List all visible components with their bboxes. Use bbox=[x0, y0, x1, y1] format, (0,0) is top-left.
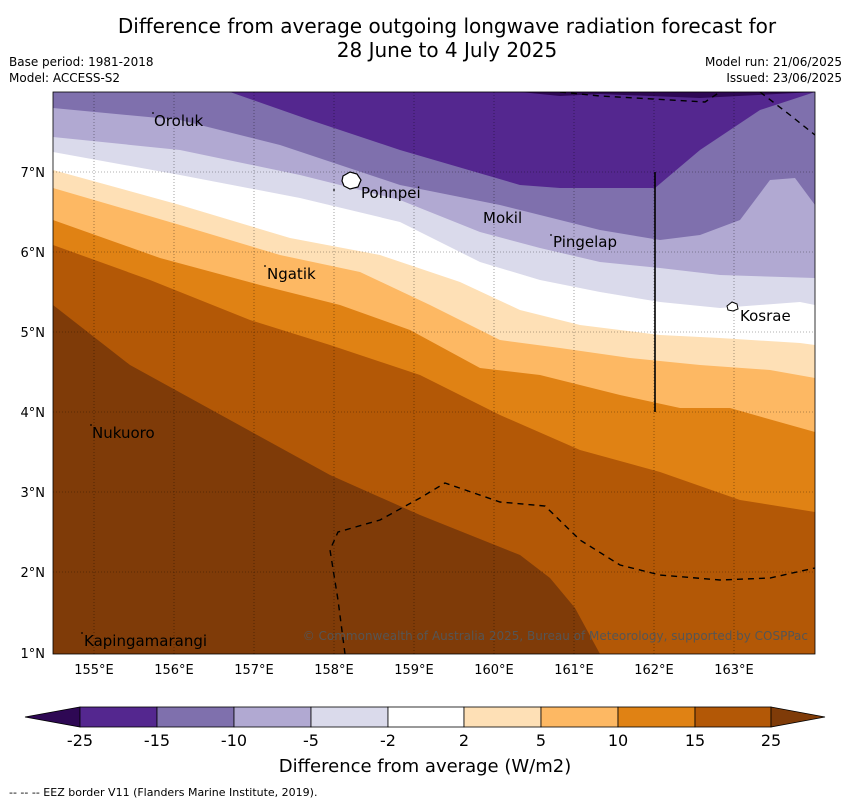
label-oroluk: Oroluk bbox=[154, 112, 203, 130]
colorbar-swatch-15-25 bbox=[694, 706, 772, 728]
colorbar-labels: -25 -15 -10 -5 -2 2 5 10 15 25 bbox=[67, 731, 781, 750]
colorbar-swatch-minus5-minus2 bbox=[310, 706, 389, 728]
x-tick-162: 162°E bbox=[634, 663, 674, 678]
label-kapingamarangi: Kapingamarangi bbox=[84, 632, 207, 650]
label-mokil: Mokil bbox=[483, 209, 522, 227]
y-tick-6n: 6°N bbox=[21, 246, 46, 261]
x-tick-156: 156°E bbox=[154, 663, 194, 678]
model-name: Model: ACCESS-S2 bbox=[9, 71, 121, 85]
y-tick-1n: 1°N bbox=[21, 647, 46, 662]
label-ngatik: Ngatik bbox=[267, 265, 316, 283]
y-tick-4n: 4°N bbox=[21, 406, 46, 421]
pohnpei-island bbox=[341, 171, 362, 190]
y-tick-2n: 2°N bbox=[21, 566, 46, 581]
map-frame bbox=[52, 91, 816, 655]
oroluk-marker bbox=[152, 112, 154, 114]
pohnpei-marker bbox=[333, 189, 335, 191]
title-line-2: 28 June to 4 July 2025 bbox=[336, 38, 558, 62]
colorbar-swatch-lt-minus25 bbox=[24, 706, 81, 728]
kosrae-island bbox=[726, 301, 739, 312]
cbar-label-25: 25 bbox=[761, 731, 781, 750]
colorbar-swatch-gt-25 bbox=[770, 706, 826, 728]
eez-footnote: -- -- -- EEZ border V11 (Flanders Marine… bbox=[9, 786, 318, 799]
copyright-notice: © Commonwealth of Australia 2025, Bureau… bbox=[303, 629, 808, 643]
y-tick-7n: 7°N bbox=[21, 166, 46, 181]
nukuoro-marker bbox=[90, 424, 92, 426]
x-tick-160: 160°E bbox=[474, 663, 514, 678]
cbar-label-2: 2 bbox=[459, 731, 469, 750]
x-tick-163: 163°E bbox=[714, 663, 754, 678]
eez-borders bbox=[329, 92, 815, 654]
colorbar-swatch-minus25-minus15 bbox=[79, 706, 158, 728]
ngatik-marker bbox=[264, 265, 266, 267]
cbar-label-5: 5 bbox=[536, 731, 546, 750]
label-pohnpei: Pohnpei bbox=[361, 184, 421, 202]
cbar-label-10: 10 bbox=[608, 731, 628, 750]
base-period: Base period: 1981-2018 bbox=[9, 55, 154, 69]
x-tick-159: 159°E bbox=[394, 663, 434, 678]
colorbar-title: Difference from average (W/m2) bbox=[279, 756, 571, 777]
issued-date: Issued: 23/06/2025 bbox=[726, 71, 842, 85]
kapingamarangi-marker bbox=[81, 632, 83, 634]
colorbar-swatch-minus10-minus5 bbox=[233, 706, 312, 728]
contour-bands: Oroluk Pohnpei Mokil Pingelap Ngatik Kos… bbox=[53, 92, 815, 654]
cbar-label-minus5: -5 bbox=[303, 731, 319, 750]
colorbar-swatch-minus2-2 bbox=[387, 706, 465, 728]
x-tick-155: 155°E bbox=[74, 663, 114, 678]
cbar-label-15: 15 bbox=[685, 731, 705, 750]
x-tick-157: 157°E bbox=[234, 663, 274, 678]
cbar-label-minus15: -15 bbox=[144, 731, 170, 750]
model-run: Model run: 21/06/2025 bbox=[704, 55, 842, 69]
cbar-label-minus2: -2 bbox=[380, 731, 396, 750]
colorbar-swatch-10-15 bbox=[617, 706, 696, 728]
x-tick-158: 158°E bbox=[314, 663, 354, 678]
colorbar-swatch-5-10 bbox=[540, 706, 619, 728]
colorbar-swatch-2-5 bbox=[463, 706, 542, 728]
y-tick-5n: 5°N bbox=[21, 326, 46, 341]
x-axis-ticks: 155°E 156°E 157°E 158°E 159°E 160°E 161°… bbox=[74, 663, 754, 678]
colorbar bbox=[24, 706, 826, 728]
label-nukuoro: Nukuoro bbox=[92, 424, 155, 442]
cbar-label-minus25: -25 bbox=[67, 731, 93, 750]
label-pingelap: Pingelap bbox=[553, 233, 617, 251]
cbar-label-minus10: -10 bbox=[221, 731, 247, 750]
pingelap-marker bbox=[550, 234, 552, 236]
colorbar-swatch-minus15-minus10 bbox=[156, 706, 235, 728]
x-tick-161: 161°E bbox=[554, 663, 594, 678]
title-line-1: Difference from average outgoing longwav… bbox=[117, 14, 777, 38]
gridlines bbox=[53, 92, 815, 654]
y-tick-3n: 3°N bbox=[21, 486, 46, 501]
label-kosrae: Kosrae bbox=[740, 307, 791, 325]
band-gt-25 bbox=[53, 305, 600, 654]
y-axis-ticks: 7°N 6°N 5°N 4°N 3°N 2°N 1°N bbox=[21, 166, 46, 662]
